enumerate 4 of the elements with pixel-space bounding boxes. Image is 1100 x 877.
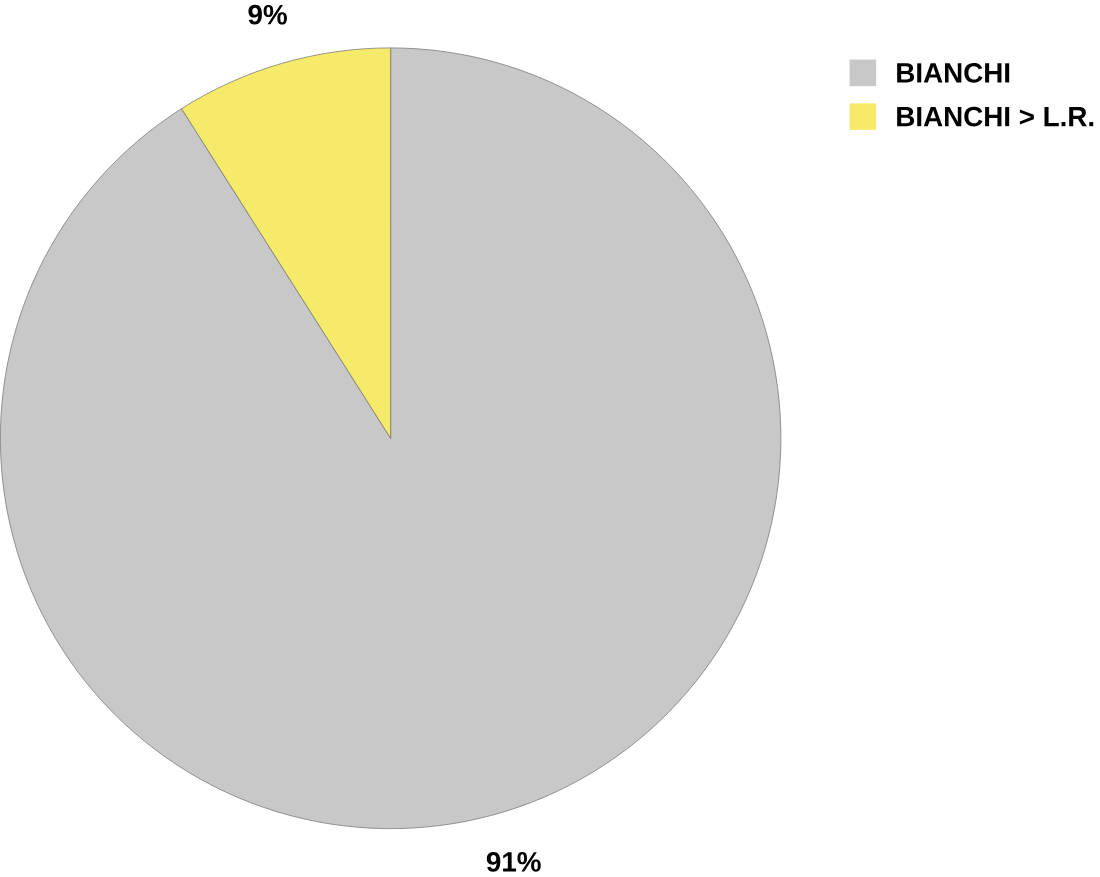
legend-label: BIANCHI [897,63,1010,83]
data-label: 9% [248,5,287,25]
data-label: 91% [486,852,541,872]
legend-label: BIANCHI > L.R. [897,106,1094,127]
